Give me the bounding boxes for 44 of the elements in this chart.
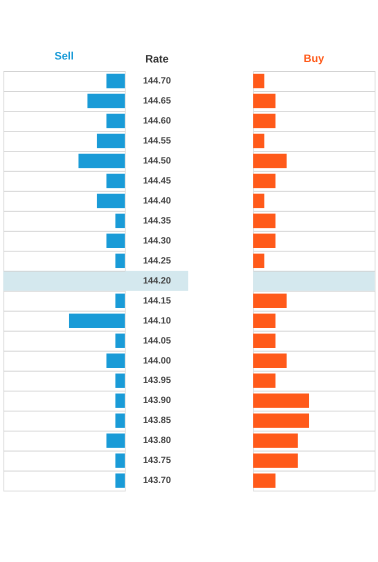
bar	[253, 94, 276, 108]
y-tick-label: 144.40	[142, 195, 171, 206]
bar	[253, 154, 287, 168]
bar	[253, 214, 276, 228]
bar	[253, 194, 264, 208]
bar	[253, 134, 264, 148]
y-tick-label: 143.70	[142, 475, 171, 486]
y-tick-label: 144.05	[142, 335, 171, 346]
y-tick-label: 144.70	[142, 76, 171, 86]
bar	[253, 354, 287, 368]
y-tick-label: 144.65	[142, 95, 171, 106]
bar	[253, 174, 276, 188]
bar	[253, 254, 264, 268]
y-tick-label: 144.55	[142, 135, 171, 146]
bar	[253, 473, 276, 488]
y-tick-label: 144.10	[142, 315, 171, 326]
y-tick-label: 144.00	[142, 355, 171, 366]
text: Sell	[54, 50, 74, 62]
y-tick-label: 143.75	[142, 455, 171, 466]
y-tick-label: 143.90	[142, 395, 171, 406]
bar	[253, 334, 276, 348]
bar	[253, 433, 298, 448]
y-tick-label: 144.35	[142, 215, 171, 226]
bar	[253, 414, 310, 428]
y-tick-label: 144.50	[142, 155, 171, 166]
bar	[253, 374, 276, 388]
y-tick-label: 143.85	[142, 415, 171, 426]
y-tick-label: 144.15	[142, 295, 171, 306]
bar	[253, 114, 276, 128]
bar	[253, 234, 276, 248]
bar	[253, 294, 287, 308]
bar	[253, 74, 264, 88]
bar	[253, 453, 298, 468]
y-tick-label: 144.20	[142, 275, 171, 286]
y-tick-label: 144.30	[142, 235, 171, 246]
y-tick-label: 144.60	[142, 115, 171, 126]
bar	[253, 314, 276, 328]
bar	[253, 394, 310, 408]
y-tick-label: 144.25	[142, 255, 171, 266]
y-axis-title: Rate	[145, 53, 169, 66]
y-tick-label: 143.80	[142, 435, 171, 446]
text: Buy	[304, 52, 324, 65]
y-tick-label: 144.45	[142, 175, 171, 186]
y-tick-label: 143.95	[142, 375, 171, 386]
